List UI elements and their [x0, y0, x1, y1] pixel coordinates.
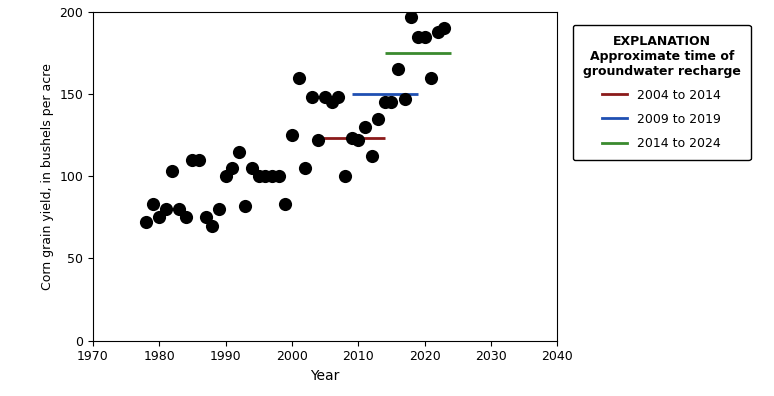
- Point: [332, 94, 344, 101]
- Point: [365, 153, 378, 160]
- Y-axis label: Corn grain yield, in bushels per acre: Corn grain yield, in bushels per acre: [41, 63, 53, 289]
- Legend: 2004 to 2014, 2009 to 2019, 2014 to 2024: 2004 to 2014, 2009 to 2019, 2014 to 2024: [573, 25, 751, 160]
- Point: [226, 165, 238, 171]
- Point: [193, 156, 205, 163]
- Point: [392, 66, 404, 72]
- Point: [299, 165, 311, 171]
- Point: [385, 99, 398, 105]
- Point: [405, 13, 417, 20]
- Point: [233, 148, 245, 155]
- Point: [140, 219, 152, 225]
- Point: [399, 96, 411, 102]
- Point: [259, 173, 272, 179]
- Point: [219, 173, 231, 179]
- Point: [279, 201, 292, 208]
- Point: [425, 74, 437, 81]
- Point: [146, 201, 159, 208]
- Point: [339, 173, 351, 179]
- Point: [213, 206, 225, 212]
- Point: [239, 203, 252, 209]
- Point: [378, 99, 391, 105]
- Point: [173, 206, 185, 212]
- Point: [312, 137, 324, 143]
- Point: [246, 165, 259, 171]
- Point: [432, 29, 444, 35]
- Point: [200, 214, 212, 221]
- Point: [319, 94, 331, 101]
- X-axis label: Year: Year: [310, 369, 340, 383]
- Point: [293, 74, 305, 81]
- Point: [326, 99, 338, 105]
- Point: [206, 222, 218, 228]
- Point: [419, 33, 431, 40]
- Point: [159, 206, 172, 212]
- Point: [153, 214, 166, 221]
- Point: [372, 116, 385, 122]
- Point: [438, 25, 450, 32]
- Point: [286, 132, 298, 138]
- Point: [272, 173, 285, 179]
- Point: [166, 168, 179, 175]
- Point: [265, 173, 278, 179]
- Point: [352, 137, 365, 143]
- Point: [345, 135, 358, 142]
- Point: [180, 214, 192, 221]
- Point: [252, 173, 265, 179]
- Point: [358, 124, 371, 130]
- Point: [306, 94, 318, 101]
- Point: [187, 156, 199, 163]
- Point: [412, 33, 424, 40]
